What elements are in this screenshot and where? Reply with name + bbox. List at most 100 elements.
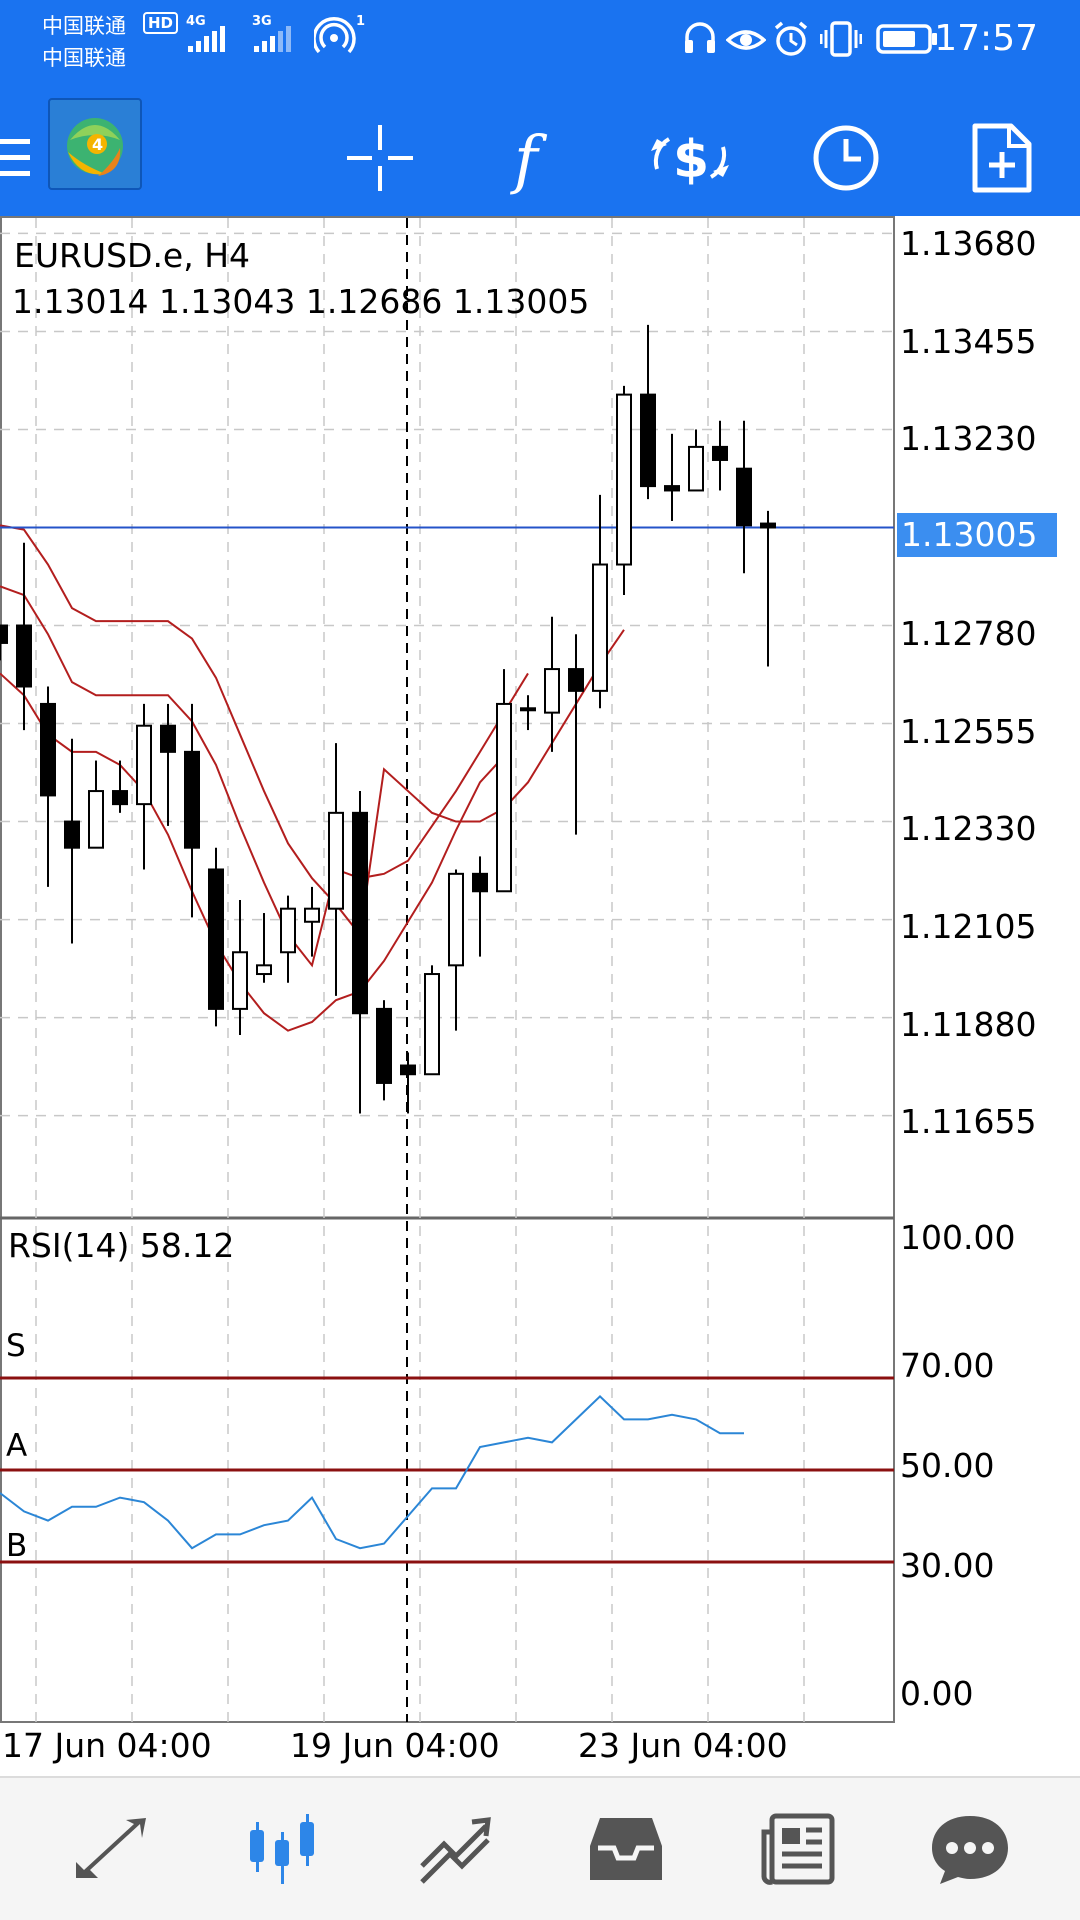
- envelope-band-line: [0, 672, 505, 1032]
- timeframe-button[interactable]: [796, 100, 896, 216]
- candle-body: [736, 467, 752, 527]
- candle-body: [760, 522, 776, 529]
- new-order-button[interactable]: [952, 100, 1052, 216]
- candle-body: [208, 868, 224, 1010]
- network-4g-label: 4G: [186, 14, 206, 29]
- time-label: 17 Jun 04:00: [2, 1726, 212, 1765]
- envelope-band-line: [0, 524, 625, 938]
- candle-body: [712, 445, 728, 461]
- candle-body: [472, 872, 488, 893]
- time-label: 19 Jun 04:00: [290, 1726, 500, 1765]
- price-label: 1.12555: [900, 712, 1037, 751]
- network-3g-label: 3G: [252, 14, 272, 29]
- candle-body: [592, 563, 608, 692]
- candle-body: [640, 393, 656, 488]
- nav-chat[interactable]: [910, 1778, 1030, 1920]
- chart-area[interactable]: EURUSD.e, H4 1.13014 1.13043 1.12686 1.1…: [0, 216, 1080, 1776]
- rsi-scale-label: 30.00: [900, 1546, 995, 1585]
- candle-body: [0, 624, 8, 644]
- nav-chart[interactable]: [222, 1778, 342, 1920]
- candle-body: [616, 393, 632, 566]
- rsi-scale-label: 50.00: [900, 1446, 995, 1485]
- carrier-1: 中国联通: [42, 14, 126, 38]
- candle-body: [448, 872, 464, 967]
- trade-dollar-icon: $: [651, 130, 729, 190]
- candle-body: [352, 811, 368, 1015]
- svg-text:f: f: [510, 123, 548, 195]
- svg-text:4: 4: [92, 135, 103, 154]
- quotes-arrows-icon: [76, 1818, 146, 1878]
- hotspot-icon: [314, 17, 356, 54]
- carrier-2: 中国联通: [42, 46, 126, 70]
- candle-body: [520, 707, 536, 712]
- candle-body: [496, 702, 512, 893]
- nav-history[interactable]: [566, 1778, 686, 1920]
- candle-body: [64, 820, 80, 849]
- candle-body: [184, 750, 200, 849]
- price-label: 1.12105: [900, 907, 1037, 946]
- rsi-scale-label: 100.00: [900, 1218, 1016, 1257]
- rsi-scale-label: 0.00: [900, 1674, 974, 1713]
- nav-trade[interactable]: [394, 1778, 514, 1920]
- candle-body: [40, 702, 56, 797]
- nav-news[interactable]: [738, 1778, 858, 1920]
- candle-body: [256, 964, 272, 976]
- candle-body: [88, 790, 104, 849]
- crosshair-button[interactable]: [330, 100, 430, 216]
- hotspot-count: 1: [356, 14, 366, 29]
- price-label: 1.13230: [900, 419, 1037, 458]
- indicators-f-icon: f: [510, 123, 548, 195]
- rsi-line: [0, 1395, 744, 1550]
- chart-canvas[interactable]: [0, 216, 1080, 1776]
- current-price-label: 1.13005: [897, 513, 1057, 557]
- indicators-button[interactable]: f: [484, 100, 584, 216]
- menu-icon: [0, 139, 30, 176]
- chart-candles-icon: [250, 1814, 314, 1884]
- candle-body: [376, 1007, 392, 1084]
- candle-body: [304, 907, 320, 923]
- candle-body: [136, 724, 152, 806]
- crosshair-icon: [347, 125, 413, 191]
- price-label: 1.11880: [900, 1005, 1037, 1044]
- rsi-level-label: B: [6, 1528, 28, 1564]
- alarm-icon: [774, 21, 808, 56]
- candle-body: [664, 485, 680, 492]
- history-inbox-icon: [590, 1818, 662, 1880]
- rsi-label-value: 58.12: [139, 1226, 235, 1265]
- rsi-label: RSI(14) 58.12: [8, 1226, 234, 1265]
- chart-border: [0, 216, 895, 1723]
- candle-body: [568, 668, 584, 692]
- price-label: 1.11655: [900, 1102, 1037, 1141]
- nav-quotes[interactable]: [50, 1778, 170, 1920]
- candle-body: [424, 973, 440, 1076]
- menu-button[interactable]: [0, 100, 34, 216]
- time-label: 23 Jun 04:00: [578, 1726, 788, 1765]
- candle-body: [16, 624, 32, 688]
- metatrader-logo-icon: 4: [67, 118, 123, 176]
- hd-badge: HD: [143, 12, 179, 34]
- vibrate-icon: [820, 21, 862, 57]
- news-icon: [761, 1813, 835, 1885]
- price-label: 1.13680: [900, 224, 1037, 263]
- rsi-level-label: S: [6, 1328, 26, 1364]
- top-toolbar: f $: [0, 100, 1080, 216]
- signal-3g-icon: [254, 26, 291, 52]
- candle-body: [544, 668, 560, 714]
- trade-button[interactable]: $: [640, 100, 740, 216]
- metatrader-logo-button[interactable]: 4: [48, 98, 142, 190]
- candle-body: [400, 1064, 416, 1076]
- candle-body: [112, 790, 128, 806]
- trade-trend-icon: [420, 1817, 491, 1884]
- chat-icon: [932, 1816, 1008, 1884]
- signal-icon: [188, 26, 225, 52]
- price-label: 1.13455: [900, 322, 1037, 361]
- candle-body: [232, 951, 248, 1010]
- envelope-band-line: [0, 585, 529, 968]
- headphones-icon: [685, 22, 715, 53]
- status-time: 17:57: [934, 18, 1038, 59]
- battery-icon: [876, 24, 937, 54]
- chart-ohlc: 1.13014 1.13043 1.12686 1.13005: [12, 282, 590, 321]
- svg-text:$: $: [673, 130, 709, 190]
- timeframe-clock-icon: [813, 125, 879, 191]
- candle-body: [328, 811, 344, 910]
